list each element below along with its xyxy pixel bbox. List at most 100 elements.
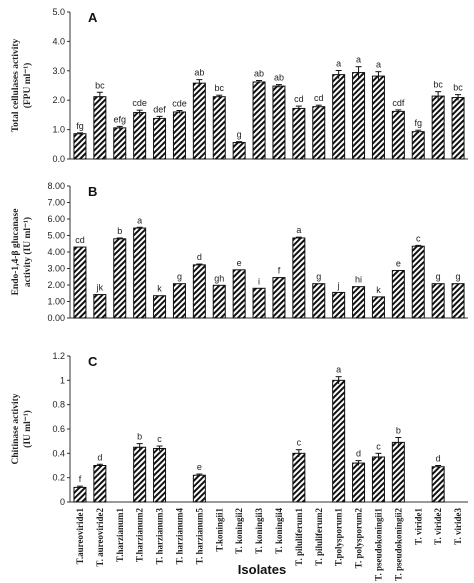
x-axis-label: Isolates <box>238 562 286 577</box>
panel-A-y-tick-label: 0.0 <box>52 154 65 164</box>
panel-B-y-tick-label: 7.00 <box>47 198 65 208</box>
panel-C-bar <box>371 456 385 503</box>
panel-B-significance-label: b <box>117 226 122 236</box>
category-label: T. piluliferum2 <box>314 508 324 566</box>
category-label: T. koningii3 <box>254 508 264 554</box>
panel-A-bar <box>153 117 167 160</box>
panel-A-bar <box>312 106 326 160</box>
panel-A-bar <box>73 133 87 160</box>
panel-C-y-axis-unit: (IU ml⁻¹) <box>22 410 33 448</box>
panel-C-significance-label: f <box>79 474 82 484</box>
category-label: T. polysporum2 <box>354 508 364 569</box>
panel-B-title: B <box>88 184 97 199</box>
panel-A-bar <box>431 95 445 160</box>
panel-C-y-tick-label: 0.2 <box>52 473 65 483</box>
panel-A-significance-label: ab <box>254 69 264 79</box>
panel-B-significance-label: g <box>177 272 182 282</box>
panel-B-bar <box>212 284 226 319</box>
panel-C-y-tick-label: 1.2 <box>52 351 65 361</box>
panel-A-bar <box>411 131 425 160</box>
panel-B-significance-label: a <box>137 215 142 225</box>
panel-B-y-tick-label: 3.00 <box>47 264 65 274</box>
panel-B-y-tick-label: 5.00 <box>47 231 65 241</box>
panel-B-significance-label: jk <box>96 283 104 293</box>
panel-B-bar <box>153 295 167 319</box>
panel-B-significance-label: g <box>436 272 441 282</box>
panel-A-significance-label: cde <box>172 98 187 108</box>
panel-C-significance-label: a <box>336 365 341 375</box>
panel-A-bar <box>232 142 246 160</box>
panel-A-bar <box>252 81 266 160</box>
panel-A-title: A <box>88 10 98 25</box>
category-label: T. viride3 <box>453 508 463 545</box>
panel-B-significance-label: cd <box>75 235 85 245</box>
panel-B-significance-label: e <box>237 258 242 268</box>
panel-B-y-axis-unit: activity (IU ml⁻¹) <box>22 217 33 287</box>
panel-B-significance-label: gh <box>214 273 224 283</box>
panel-C-bar <box>93 465 107 503</box>
panel-B-bar <box>352 286 366 319</box>
panel-A-significance-label: a <box>356 55 361 65</box>
panel-C-significance-label: e <box>197 462 202 472</box>
panel-A-bar <box>133 112 147 160</box>
panel-B-bar <box>431 283 445 319</box>
category-label: T. koningii4 <box>274 508 284 554</box>
panel-A-significance-label: a <box>336 59 341 69</box>
panel-A-significance-label: bc <box>95 80 105 90</box>
panel-C-bar <box>431 466 445 503</box>
panel-C-bar <box>192 474 206 503</box>
panel-A-bar <box>93 96 107 160</box>
panel-B-bar <box>252 287 266 319</box>
panel-A-significance-label: bc <box>433 80 443 90</box>
panel-A-significance-label: def <box>153 104 166 114</box>
panel-B-bar <box>371 296 385 319</box>
panel-B-significance-label: hi <box>355 275 362 285</box>
panel-B-significance-label: a <box>296 225 301 235</box>
panel-C-y-tick-label: 0.6 <box>52 424 65 434</box>
panel-B-bar <box>451 283 465 319</box>
panel-A-significance-label: ab <box>194 68 204 78</box>
panel-B-y-tick-label: 0.00 <box>47 313 65 323</box>
panel-C-bar <box>332 379 346 503</box>
panel-A-bar <box>192 82 206 160</box>
panel-B-bar <box>312 283 326 319</box>
panel-C-title: C <box>88 354 98 369</box>
category-label: T.harzianum2 <box>135 508 145 563</box>
panel-A-significance-label: cdf <box>392 98 405 108</box>
panel-A-significance-label: ab <box>274 73 284 83</box>
category-label: T. pseudokoningii2 <box>393 508 403 581</box>
panel-A-y-axis-label: Total cellulases activity <box>11 38 21 132</box>
panel-C-significance-label: b <box>396 426 401 436</box>
category-label: T. aureoviride2 <box>95 508 105 567</box>
panel-B-significance-label: k <box>376 285 381 295</box>
panel-B-bar <box>332 291 346 319</box>
panel-B-y-axis-label: Endo-1,4-β glucanase <box>11 209 21 296</box>
panel-A-bar <box>391 110 405 160</box>
panel-B-bar <box>133 227 147 319</box>
panel-B-bar <box>113 238 127 319</box>
panel-B-y-tick-label: 2.00 <box>47 280 65 290</box>
panel-C-significance-label: d <box>97 452 102 462</box>
panel-A-bar <box>272 85 286 160</box>
panel-A-bar <box>352 72 366 160</box>
panel-A-bar <box>371 75 385 160</box>
panel-A-significance-label: fg <box>414 118 422 128</box>
category-label: T. viride2 <box>433 508 443 545</box>
panel-B-significance-label: g <box>316 272 321 282</box>
panel-B-significance-label: f <box>278 266 281 276</box>
panel-A-y-axis-unit: (FPU ml⁻¹) <box>22 63 33 109</box>
panel-A-bar <box>292 107 306 160</box>
panel-C-y-tick-label: 0.8 <box>52 400 65 410</box>
category-label: T. koningii2 <box>234 508 244 554</box>
panel-C-significance-label: b <box>137 432 142 442</box>
panel-C-bar <box>292 452 306 503</box>
panel-A-significance-label: cde <box>132 98 147 108</box>
panel-A-y-tick-label: 3.0 <box>52 66 65 76</box>
panel-C-y-axis-label: Chitinase activity <box>11 393 21 464</box>
panel-B-significance-label: g <box>456 272 461 282</box>
panel-A-significance-label: bc <box>214 83 224 93</box>
panel-B-bar <box>272 277 286 319</box>
panel-C-bar <box>352 462 366 503</box>
panel-C-significance-label: d <box>436 454 441 464</box>
